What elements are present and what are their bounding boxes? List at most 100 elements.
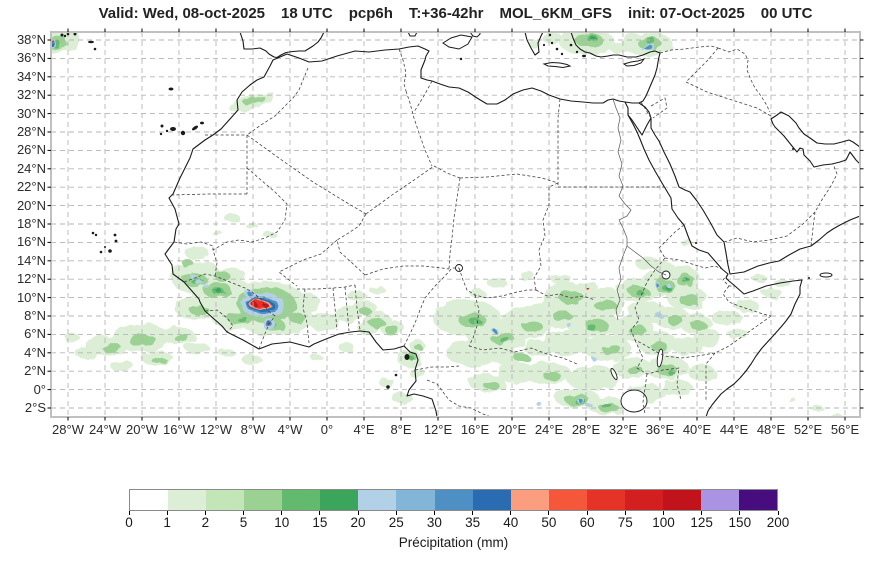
colorbar-tick-label: 125 [690,515,713,530]
colorbar-cell [396,490,435,510]
colorbar-label: Précipitation (mm) [398,535,509,550]
lon-tick-label: 12°W [200,422,232,437]
borders-layer [170,45,838,417]
colorbar-tick-label: 35 [465,515,481,530]
lon-tick-label: 24°E [534,422,564,437]
colorbar-tick [204,511,206,515]
nile-river [612,98,632,246]
colorbar-tick [166,511,168,515]
calabria-tip [469,32,481,38]
africa-coastline [272,32,661,105]
lon-tick-label: 12°E [423,422,453,437]
colorbar-tick [586,511,588,515]
colorbar-cell [282,490,321,510]
lat-tick-label: 10°N [16,289,46,305]
lon-tick-label: 44°E [719,422,749,437]
west-africa-coast [164,59,438,417]
greece-peloponnese [524,32,544,56]
colorbar-tick [433,511,435,515]
colorbar-tick-label: 100 [652,515,675,530]
colorbar-tick-label: 60 [579,515,595,530]
lon-tick-label: 56°E [830,422,860,437]
lat-tick-label: 36°N [16,50,46,66]
colorbar-cell [548,490,587,510]
colorbar-tick [472,511,474,515]
sinai-coast [627,102,652,136]
colorbar-tick-label: 2 [201,515,210,530]
colorbar-tick-label: 40 [503,515,519,530]
colorbar-tick-label: 50 [541,515,557,530]
lon-tick-label: 20°W [126,422,158,437]
lat-tick-label: 26°N [16,142,46,158]
lat-tick-label: 2°N [24,363,46,379]
lat-tick-label: 30°N [16,105,46,121]
sicily-island [442,34,473,50]
colorbar-cell [662,490,701,510]
lat-tick-label: 12°N [16,271,46,287]
lat-tick-label: 28°N [16,124,46,139]
lon-tick-label: 32°E [608,422,638,437]
colorbar-tick [319,511,321,515]
colorbar-cell [244,490,283,510]
colorbar-tick-label: 0 [125,515,133,530]
lon-tick-label: 28°E [571,422,601,437]
rivers [612,98,667,321]
colorbar-tick-label: 15 [312,515,328,530]
title-range: T:+36-42hr [408,5,484,22]
colorbar-cell [586,490,625,510]
title-valid-hour: 18 UTC [281,5,333,22]
colorbar-cell [358,490,397,510]
axis-ticks [47,28,864,421]
colorbar-tick-label: 200 [766,515,790,530]
colorbar-tick [281,511,283,515]
white-nile [615,245,628,321]
lon-tick-label: 24°W [89,422,121,437]
lat-tick-label: 0° [33,381,46,397]
persian-gulf-coast [770,111,860,168]
lat-tick-label: 16°N [16,234,46,250]
colorbar-cell [320,490,359,510]
lon-tick-label: 16°E [460,422,490,437]
lat-tick-label: 22°N [16,179,46,195]
colorbar-cell [739,490,778,510]
colorbar-tick-label: 25 [388,515,404,530]
colorbar-tick [624,511,626,515]
lon-tick-label: 8°E [390,422,412,437]
title-valid: Valid: Wed, 08-oct-2025 [98,5,266,22]
lon-tick-label: 28°W [52,422,84,437]
lat-tick-label: 6°N [24,326,46,342]
colorbar-cell [130,490,169,510]
colorbar-tick [548,511,550,515]
colorbar-tick-label: 20 [350,515,366,530]
lon-tick-label: 16°W [163,422,195,437]
colorbar-tick-label: 150 [728,515,752,530]
lon-tick-label: 36°E [645,422,675,437]
crete-island [542,61,572,69]
lat-tick-label: 8°N [24,308,46,323]
lat-tick-label: 18°N [16,216,46,231]
colorbar-tick [662,511,664,515]
colorbar-tick [510,511,512,515]
iberia-coast [239,32,325,59]
lat-tick-label: 14°N [16,252,46,268]
lon-tick-label: 52°E [793,422,823,437]
colorbar-cell [510,490,549,510]
colorbar-cell [472,490,511,510]
lat-tick-label: 34°N [16,68,46,84]
colorbar-tick-label: 10 [274,515,290,530]
colorbar-tick [777,511,779,515]
title-init: init: 07-Oct-2025 [628,5,745,22]
colorbar-tick [128,511,130,515]
lon-tick-label: 20°E [497,422,527,437]
lon-tick-label: 40°E [682,422,712,437]
lat-tick-label: 32°N [16,87,46,103]
lat-tick-label: 20°N [16,197,46,213]
colorbar-cell [624,490,663,510]
colorbar-tick [739,511,741,515]
colorbar-tick-label: 75 [617,515,633,530]
lat-tick-label: 2°S [24,400,46,415]
colorbar-tick-label: 30 [426,515,442,530]
colorbar-tick-label: 1 [163,515,171,530]
colorbar-tick-label: 5 [239,515,248,530]
